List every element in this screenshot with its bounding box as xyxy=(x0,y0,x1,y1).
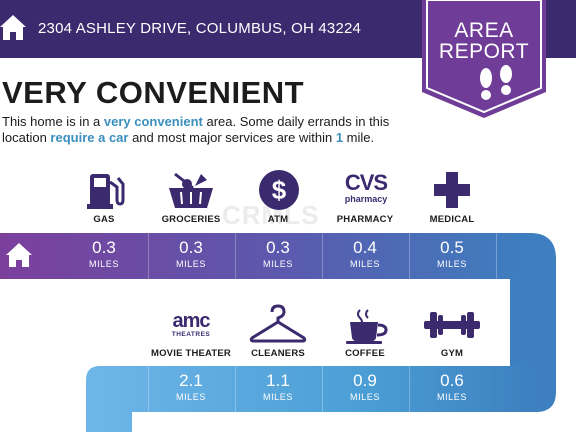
amc-logo-sub: THEATRES xyxy=(171,331,211,338)
amc-logo-text: amc xyxy=(172,310,210,332)
area-report-badge xyxy=(422,0,546,118)
dollar-icon: $ xyxy=(259,170,299,210)
badge-line2: REPORT xyxy=(438,40,530,63)
cvs-logo-sub: pharmacy xyxy=(344,194,388,204)
band-divider xyxy=(148,233,149,279)
footprints-icon xyxy=(480,65,512,100)
coffee-cup-icon xyxy=(346,309,388,344)
band-divider xyxy=(235,366,236,412)
distance-cleaners: 1.1 MILES xyxy=(262,371,293,403)
medical-cross-icon xyxy=(434,172,470,208)
dumbbell-icon xyxy=(424,312,480,338)
gas-pump-icon xyxy=(87,174,125,209)
distance-groceries: 0.3 MILES xyxy=(175,238,206,270)
cvs-logo-icon: CVS pharmacy xyxy=(336,172,396,212)
band-divider xyxy=(322,366,323,412)
highlight-require-car: require a car xyxy=(50,130,129,145)
band-divider xyxy=(496,233,497,279)
property-address: 2304 ASHLEY DRIVE, COLUMBUS, OH 43224 xyxy=(38,20,362,37)
band-divider xyxy=(235,233,236,279)
label-atm: ATM xyxy=(267,214,289,225)
highlight-very-convenient: very convenient xyxy=(103,114,203,129)
label-pharmacy: PHARMACY xyxy=(336,214,394,225)
distance-pharmacy: 0.4 MILES xyxy=(349,238,380,270)
band-divider xyxy=(409,233,410,279)
band-home-icon xyxy=(6,243,32,267)
grocery-basket-icon xyxy=(169,172,213,208)
distance-medical: 0.5 MILES xyxy=(436,238,467,270)
label-gas: GAS xyxy=(93,214,115,225)
band-divider xyxy=(148,366,149,412)
band-divider xyxy=(409,366,410,412)
highlight-distance: 1 xyxy=(335,130,344,145)
distance-coffee: 0.9 MILES xyxy=(349,371,380,403)
band-divider xyxy=(322,233,323,279)
distance-atm: 0.3 MILES xyxy=(262,238,293,270)
label-coffee: COFFEE xyxy=(345,348,385,359)
cvs-logo-text: CVS xyxy=(344,170,388,195)
label-gym: GYM xyxy=(440,348,464,359)
svg-text:$: $ xyxy=(272,175,287,205)
badge-text: AREA REPORT xyxy=(422,20,546,62)
summary-text: This home is in a very convenient area. … xyxy=(2,114,390,145)
page-title: VERY CONVENIENT xyxy=(2,75,305,110)
distance-gym: 0.6 MILES xyxy=(436,371,467,403)
amc-logo-icon: amc THEATRES xyxy=(160,310,222,342)
label-movie-theater: MOVIE THEATER xyxy=(150,348,231,359)
distance-gas: 0.3 MILES xyxy=(88,238,119,270)
badge-line1: AREA xyxy=(454,19,514,42)
label-groceries: GROCERIES xyxy=(161,214,221,225)
label-medical: MEDICAL xyxy=(429,214,475,225)
hanger-icon xyxy=(249,304,307,343)
home-icon xyxy=(0,15,26,40)
distance-movie-theater: 2.1 MILES xyxy=(175,371,206,403)
label-cleaners: CLEANERS xyxy=(251,348,305,359)
